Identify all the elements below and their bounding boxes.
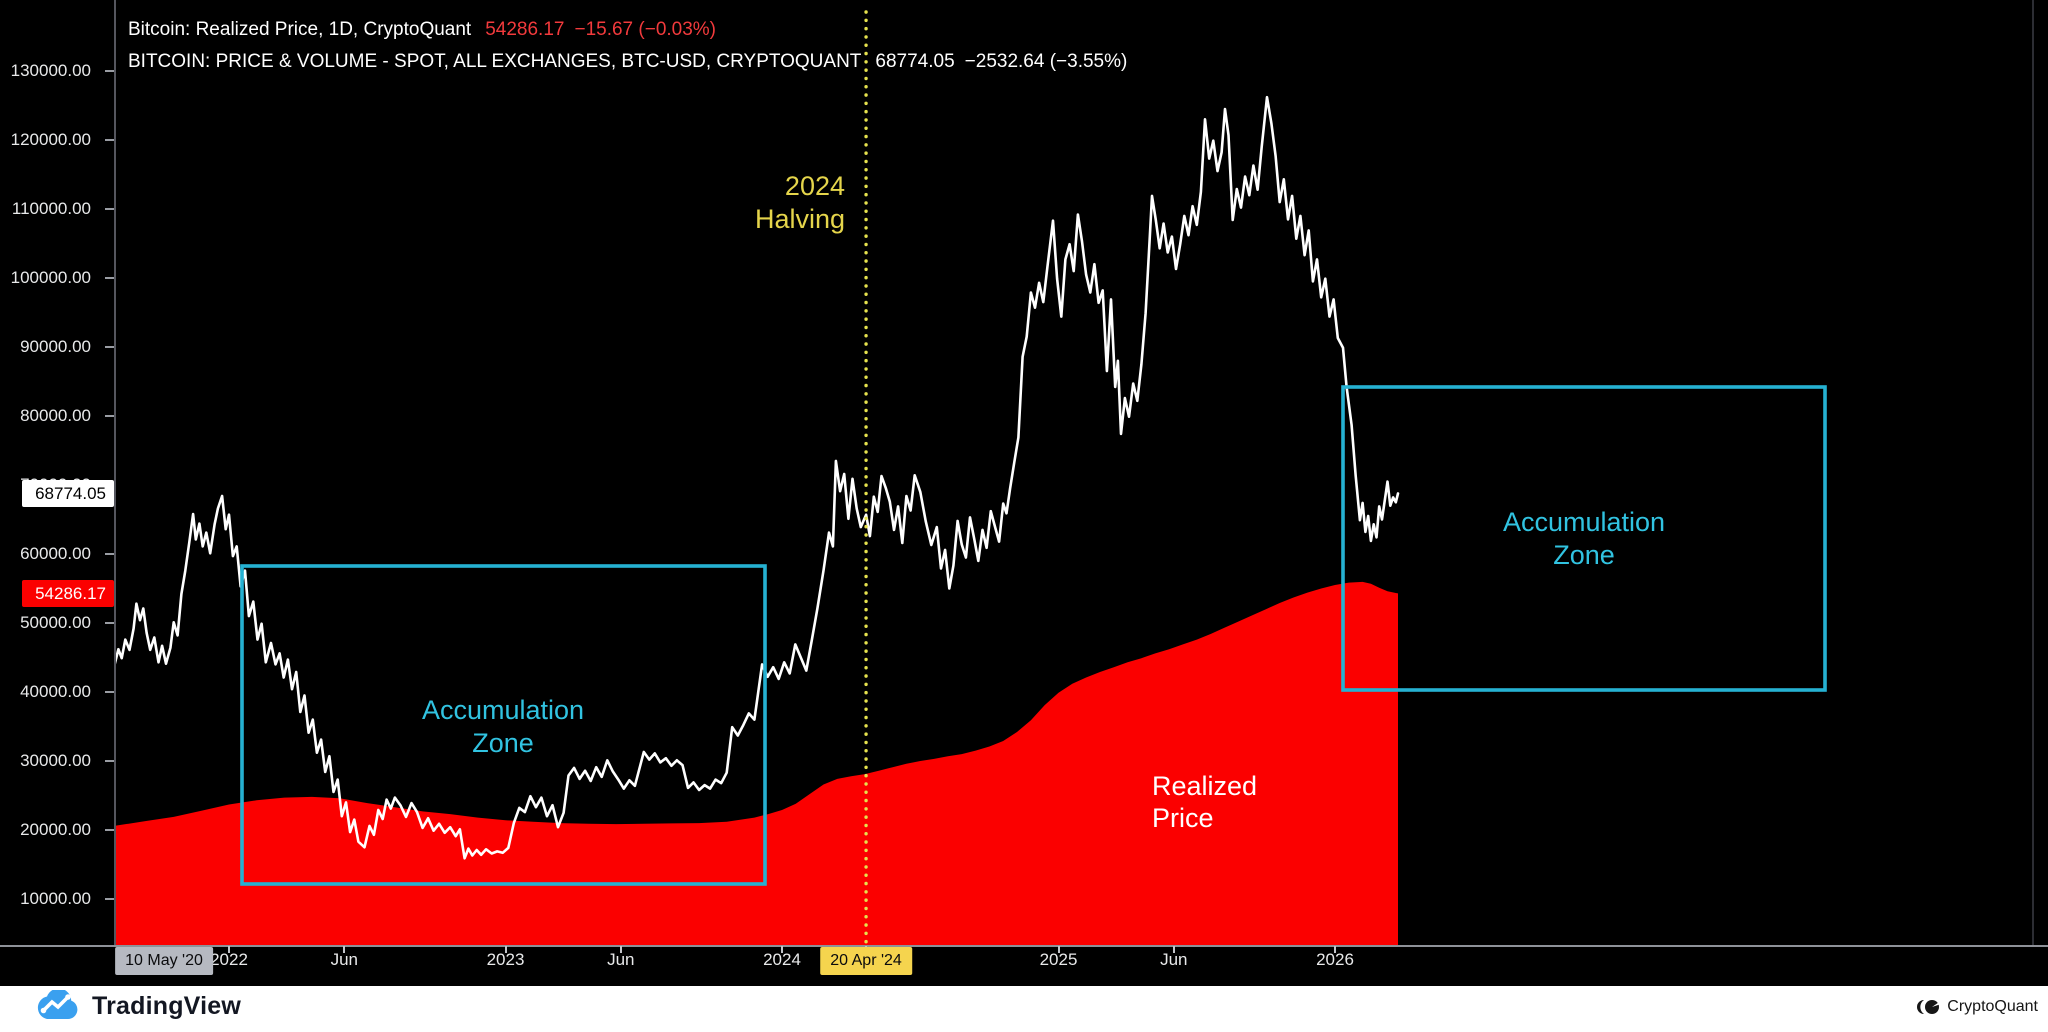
- time-scale-label: 2022: [210, 950, 248, 969]
- accumulation-zone-box-left[interactable]: [240, 564, 767, 886]
- halving-label-line2: Halving: [754, 204, 845, 234]
- price-scale-tick: [105, 691, 114, 693]
- legend-row1-title[interactable]: Bitcoin: Realized Price, 1D, CryptoQuant: [128, 19, 472, 40]
- time-scale-label: 2023: [486, 950, 525, 969]
- time-scale-tick: [1172, 946, 1175, 953]
- price-scale-tick: [105, 553, 114, 555]
- time-scale-tick: [619, 946, 622, 953]
- price-scale-label: 10000.00: [20, 889, 91, 908]
- price-scale-label: 50000.00: [20, 613, 91, 632]
- legend-row-realized-price[interactable]: Bitcoin: Realized Price, 1D, CryptoQuant…: [128, 14, 1127, 46]
- price-scale-label: 80000.00: [20, 406, 91, 425]
- footer-bar: TradingView CryptoQuant: [0, 986, 2048, 1032]
- cryptoquant-mark-icon: [1917, 1000, 1940, 1014]
- price-scale-tick: [105, 346, 114, 348]
- price-scale-tick: [105, 760, 114, 762]
- tradingview-logo-text: TradingView: [92, 991, 242, 1020]
- btc-price-line-series[interactable]: [114, 95, 1400, 860]
- time-scale-label: 2026: [1316, 950, 1354, 969]
- range-start-date-badge: 10 May '20: [115, 947, 213, 975]
- price-scale-label: 100000.00: [10, 268, 91, 287]
- time-scale-tick: [343, 946, 346, 953]
- price-scale-label: 20000.00: [20, 820, 91, 839]
- price-scale-label: 110000.00: [11, 199, 91, 218]
- cryptoquant-logo-text: CryptoQuant: [1947, 998, 2038, 1015]
- time-scale-label: Jun: [330, 950, 359, 969]
- price-scale-tick: [105, 415, 114, 417]
- legend-row2-value: 68774.05: [875, 51, 955, 72]
- price-chart-canvas[interactable]: [0, 0, 2048, 946]
- time-scale-tick: [781, 946, 783, 953]
- price-scale-tick: [105, 139, 114, 141]
- accumulation-zone-box-right[interactable]: [1341, 385, 1827, 692]
- time-scale-label: 2024: [763, 950, 801, 969]
- cryptoquant-logo: CryptoQuant: [1917, 998, 2038, 1016]
- price-scale-label: 120000.00: [10, 130, 91, 149]
- time-scale-tick: [1057, 946, 1060, 953]
- legend-row2-title[interactable]: BITCOIN: PRICE & VOLUME - SPOT, ALL EXCH…: [128, 51, 862, 72]
- price-scale-label: 60000.00: [20, 544, 91, 563]
- price-scale-label: 30000.00: [20, 751, 91, 770]
- tradingview-cloud-icon: [37, 990, 78, 1019]
- halving-text-annotation[interactable]: 2024 Halving: [755, 170, 845, 236]
- plot-right-border: [2032, 0, 2034, 946]
- halving-label-line1: 2024: [784, 171, 845, 201]
- halving-date-badge: 20 Apr '24: [820, 947, 912, 975]
- time-scale-label: 2025: [1039, 950, 1078, 969]
- time-scale-border: [0, 945, 2048, 947]
- legend-row1-value: 54286.17: [485, 19, 565, 40]
- realized-line1: Realized: [1152, 771, 1258, 801]
- price-scale-label: 90000.00: [20, 337, 91, 356]
- time-scale-tick: [228, 946, 230, 953]
- legend: Bitcoin: Realized Price, 1D, CryptoQuant…: [128, 14, 1127, 78]
- realized-price-label[interactable]: Realized Price: [1152, 770, 1257, 834]
- price-scale-tick: [105, 70, 114, 72]
- last-price-badge-realized: 54286.17: [22, 579, 114, 607]
- price-scale-border: [114, 0, 116, 946]
- legend-row2-change: −2532.64 (−3.55%): [964, 51, 1128, 72]
- price-scale-tick: [105, 277, 114, 279]
- accumulation-zone-left-label[interactable]: Accumulation Zone: [303, 694, 703, 760]
- price-scale-tick: [105, 622, 114, 624]
- price-scale-label: 130000.00: [10, 61, 91, 80]
- acc-left-line1: Accumulation: [421, 695, 585, 725]
- legend-row1-change: −15.67 (−0.03%): [574, 19, 717, 40]
- acc-right-line2: Zone: [1553, 540, 1615, 570]
- price-scale-label: 40000.00: [20, 682, 91, 701]
- time-scale-label: Jun: [1160, 950, 1188, 969]
- accumulation-zone-right-label[interactable]: Accumulation Zone: [1384, 506, 1784, 572]
- time-scale-tick: [1334, 946, 1336, 953]
- last-price-badge-btc: 68774.05: [22, 479, 114, 507]
- realized-line2: Price: [1152, 803, 1214, 833]
- realized-price-area-series[interactable]: [114, 581, 1398, 945]
- price-scale-tick: [105, 829, 114, 831]
- legend-row-btc-spot[interactable]: BITCOIN: PRICE & VOLUME - SPOT, ALL EXCH…: [128, 46, 1127, 78]
- acc-right-line1: Accumulation: [1502, 507, 1666, 537]
- acc-left-line2: Zone: [472, 728, 534, 758]
- time-scale-tick: [504, 946, 507, 953]
- tradingview-logo[interactable]: TradingView: [34, 990, 241, 1022]
- price-scale-tick: [105, 898, 114, 900]
- time-scale-label: Jun: [607, 950, 635, 969]
- price-scale-tick: [105, 208, 114, 210]
